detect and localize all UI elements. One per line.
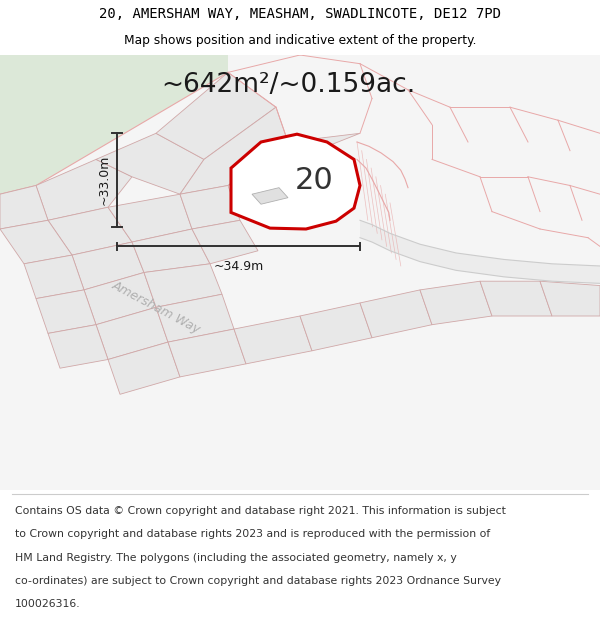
Text: Contains OS data © Crown copyright and database right 2021. This information is : Contains OS data © Crown copyright and d… [15,506,506,516]
Polygon shape [360,220,600,283]
Polygon shape [48,208,132,255]
Polygon shape [132,229,210,272]
Text: ~33.0m: ~33.0m [97,155,110,205]
Text: to Crown copyright and database rights 2023 and is reproduced with the permissio: to Crown copyright and database rights 2… [15,529,490,539]
Polygon shape [24,255,84,299]
Text: Amersham Way: Amersham Way [110,279,202,336]
Polygon shape [108,194,192,242]
Polygon shape [234,316,312,364]
Polygon shape [480,281,552,316]
Polygon shape [96,308,168,359]
Text: HM Land Registry. The polygons (including the associated geometry, namely x, y: HM Land Registry. The polygons (includin… [15,552,457,562]
Polygon shape [192,220,258,264]
Polygon shape [540,281,600,316]
Polygon shape [36,159,132,220]
Polygon shape [156,72,276,159]
Polygon shape [228,133,360,186]
Text: 20: 20 [295,166,334,195]
Text: 20, AMERSHAM WAY, MEASHAM, SWADLINCOTE, DE12 7PD: 20, AMERSHAM WAY, MEASHAM, SWADLINCOTE, … [99,7,501,21]
Polygon shape [360,290,432,338]
Polygon shape [48,325,108,368]
Text: ~34.9m: ~34.9m [214,261,263,273]
Polygon shape [168,329,246,377]
Text: 100026316.: 100026316. [15,599,80,609]
Polygon shape [144,264,222,308]
Text: Map shows position and indicative extent of the property.: Map shows position and indicative extent… [124,34,476,47]
Polygon shape [96,133,204,194]
Polygon shape [72,242,144,290]
Polygon shape [36,290,96,333]
Polygon shape [420,281,492,325]
Polygon shape [300,303,372,351]
Polygon shape [231,134,360,229]
Polygon shape [156,294,234,342]
Polygon shape [0,220,72,264]
Text: co-ordinates) are subject to Crown copyright and database rights 2023 Ordnance S: co-ordinates) are subject to Crown copyr… [15,576,501,586]
Polygon shape [0,186,48,229]
Polygon shape [180,186,240,229]
Polygon shape [84,272,156,325]
Text: ~642m²/~0.159ac.: ~642m²/~0.159ac. [161,72,415,98]
Polygon shape [252,188,288,204]
Polygon shape [0,55,228,194]
Polygon shape [108,342,180,394]
Polygon shape [180,107,288,194]
